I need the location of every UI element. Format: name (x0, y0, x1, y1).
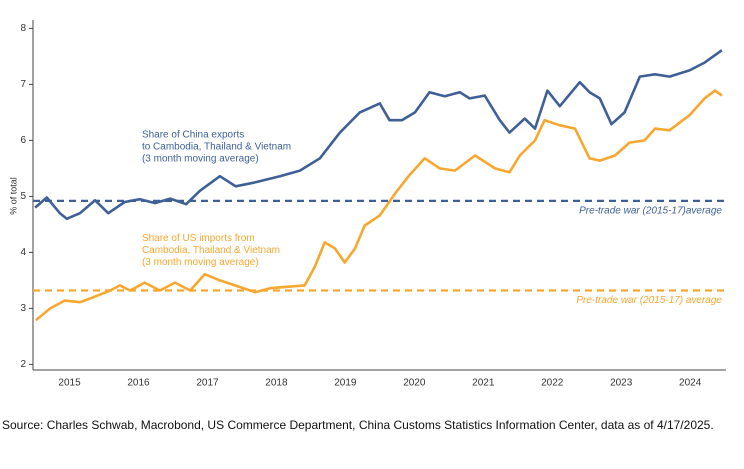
y-axis-label: % of total (8, 177, 18, 215)
reference-label: Pre-trade war (2015-17) average (576, 295, 722, 306)
y-tick-label: 7 (20, 79, 26, 90)
x-tick-label: 2021 (472, 378, 495, 389)
series-line (34, 49, 723, 221)
y-tick-label: 2 (20, 359, 26, 370)
y-tick-label: 4 (20, 247, 26, 258)
x-tick-label: 2024 (679, 378, 702, 389)
y-tick-label: 8 (20, 23, 26, 34)
source-note: Source: Charles Schwab, Macrobond, US Co… (2, 418, 714, 432)
y-tick-label: 6 (20, 135, 26, 146)
y-tick-label: 3 (20, 303, 26, 314)
annotation: (3 month moving average) (142, 153, 259, 164)
x-tick-label: 2019 (334, 378, 357, 389)
x-tick-label: 2018 (265, 378, 288, 389)
x-tick-label: 2015 (58, 378, 81, 389)
x-tick-label: 2017 (196, 378, 219, 389)
annotation: (3 month moving average) (142, 257, 259, 268)
x-tick-label: 2023 (610, 378, 633, 389)
annotation: Share of US imports from (142, 233, 255, 244)
annotation: to Cambodia, Thailand & Vietnam (142, 141, 291, 152)
reference-label: Pre-trade war (2015-17)average (579, 206, 722, 217)
series-line (34, 89, 723, 322)
annotation: Cambodia, Thailand & Vietnam (142, 245, 280, 256)
x-tick-label: 2016 (127, 378, 150, 389)
x-tick-label: 2020 (403, 378, 426, 389)
x-tick-label: 2022 (541, 378, 564, 389)
annotation: Share of China exports (142, 129, 244, 140)
y-tick-label: 5 (20, 191, 26, 202)
